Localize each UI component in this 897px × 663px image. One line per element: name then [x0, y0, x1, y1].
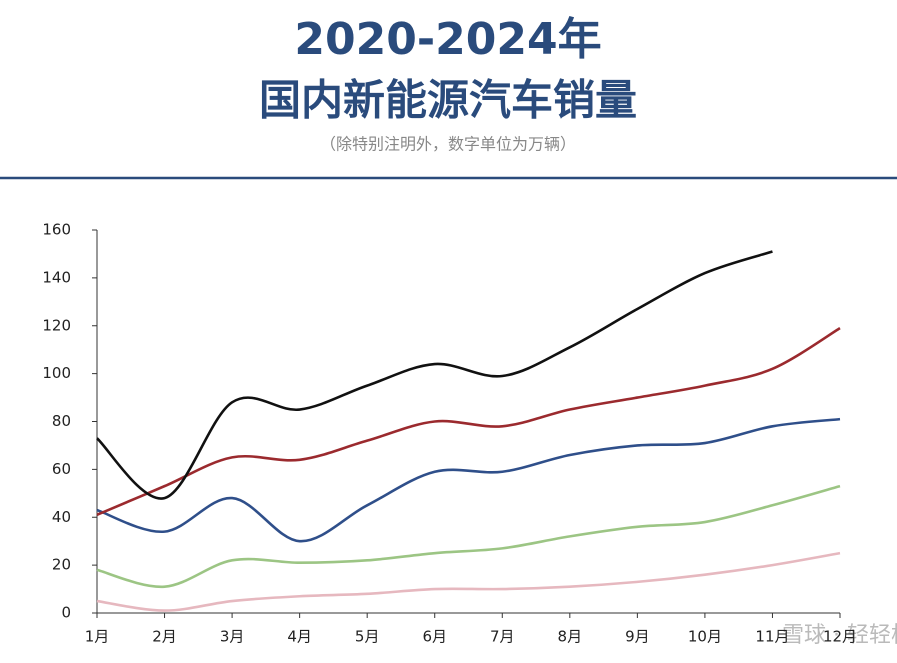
y-tick-label: 20: [52, 556, 71, 574]
x-tick-label: 8月: [558, 628, 583, 646]
x-tick-label: 6月: [422, 628, 447, 646]
y-tick-label: 160: [42, 221, 71, 239]
series-line: [96, 551, 841, 612]
chart-subtitle: 国内新能源汽车销量: [259, 76, 637, 125]
x-tick-label: 1月: [85, 628, 110, 646]
x-tick-label: 10月: [688, 628, 722, 646]
x-tick-label: 3月: [220, 628, 245, 646]
x-tick-label: 12月: [823, 628, 857, 646]
y-tick-label: 140: [42, 268, 71, 286]
chart-title: 2020-2024年: [294, 14, 601, 65]
series-line: [96, 417, 841, 543]
watermark: 雪球 · 轻轻松: [782, 623, 897, 648]
x-tick-label: 9月: [625, 628, 650, 646]
y-tick-label: 80: [52, 412, 71, 430]
y-tick-label: 100: [42, 364, 71, 382]
unit-note: （除特别注明外，数字单位为万辆）: [320, 135, 576, 154]
x-tick-label: 4月: [287, 628, 312, 646]
series-line: [96, 484, 841, 588]
series-line: [96, 327, 841, 517]
x-tick-label: 11月: [755, 628, 789, 646]
x-tick-label: 5月: [355, 628, 380, 646]
x-tick-label: 7月: [490, 628, 515, 646]
y-tick-label: 0: [61, 604, 71, 622]
series-line: [96, 250, 773, 500]
y-tick-label: 120: [42, 316, 71, 334]
y-tick-label: 40: [52, 508, 71, 526]
x-tick-label: 2月: [152, 628, 177, 646]
y-tick-label: 60: [52, 460, 71, 478]
